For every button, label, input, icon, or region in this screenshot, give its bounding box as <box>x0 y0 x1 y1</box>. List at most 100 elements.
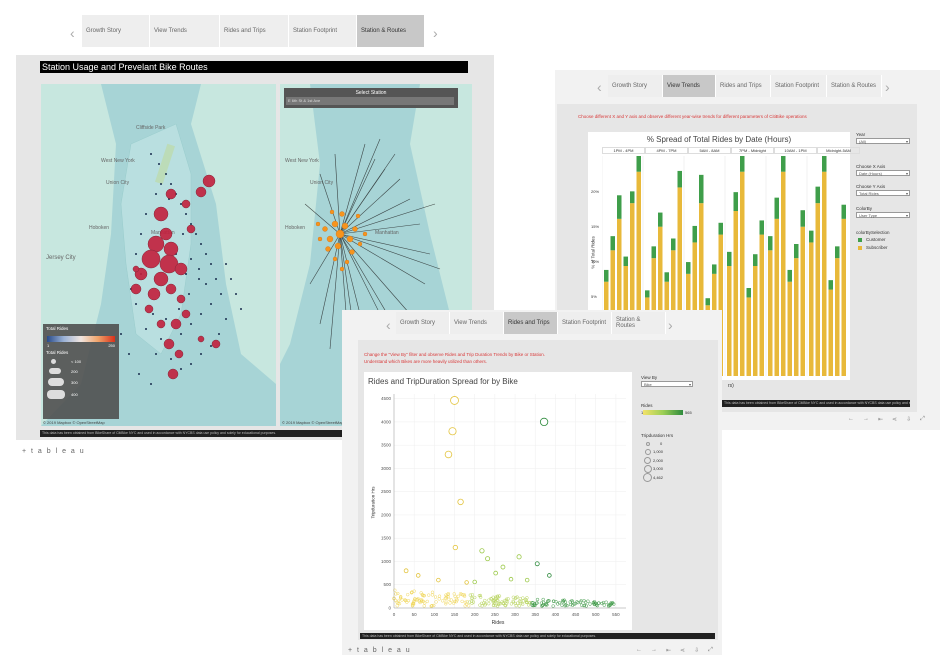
w2-prev-arrow-icon[interactable]: ‹ <box>597 79 602 95</box>
share-icon[interactable]: ⋖ <box>680 648 686 654</box>
scatter-point-bg <box>501 601 505 605</box>
w2-tab-rides-trips[interactable]: Rides and Trips <box>716 75 771 97</box>
download-icon[interactable]: ⇩ <box>906 417 912 423</box>
scatter-point-bg <box>551 604 555 608</box>
scatter-point <box>493 570 498 576</box>
bar-subscriber <box>718 234 723 376</box>
bar-customer <box>774 197 779 219</box>
w1-tab-view-trends[interactable]: View Trends <box>150 15 220 47</box>
colorby-label: ColorBy <box>856 206 873 211</box>
share-icon[interactable]: ⋖ <box>892 417 898 423</box>
w1-tab-rides-trips[interactable]: Rides and Trips <box>220 15 289 47</box>
scatter-point-bg <box>487 602 491 606</box>
legend-max: 250 <box>108 343 115 348</box>
bar-subscriber <box>677 187 682 376</box>
w3-tab-station-footprint[interactable]: Station Footprint <box>558 312 612 334</box>
scatter-point <box>534 561 540 567</box>
bar-customer <box>671 238 676 251</box>
w3-tab-rides-trips[interactable]: Rides and Trips <box>504 312 558 334</box>
route-station-dots <box>315 209 368 272</box>
w3-tab-station-routes[interactable]: Station & Routes <box>612 312 666 334</box>
scatter-point-bg <box>409 591 414 595</box>
bar-subscriber <box>630 203 635 376</box>
redo-icon[interactable]: → <box>863 416 869 422</box>
scatter-point-bg <box>511 595 515 599</box>
svg-text:Hoboken: Hoboken <box>285 225 305 231</box>
scatter-point-bg <box>492 603 496 607</box>
select-station-dropdown[interactable]: E 6th St & 1st Ave <box>286 97 454 105</box>
w2-instruction: Choose different X and Y axis and observ… <box>578 114 807 119</box>
redo-icon[interactable]: → <box>651 647 657 653</box>
bar-subscriber <box>636 171 641 376</box>
w3-next-arrow-icon[interactable]: › <box>668 317 673 333</box>
scatter-point-bg <box>467 600 472 604</box>
x-tick-label: 200 <box>471 612 479 617</box>
w1-tab-station-footprint[interactable]: Station Footprint <box>289 15 357 47</box>
scatter-point-bg <box>570 600 575 604</box>
scatter-point-bg <box>398 595 403 599</box>
w2-next-arrow-icon[interactable]: › <box>885 79 890 95</box>
scatter-point-bg <box>483 602 488 606</box>
next-arrow-icon[interactable]: › <box>433 25 438 41</box>
trip-size-swatch <box>643 473 652 482</box>
x-tick-label: 150 <box>451 612 459 617</box>
view-by-select[interactable]: Bike ▾ <box>641 381 693 387</box>
w1-tab-station-routes[interactable]: Station & Routes <box>357 15 425 47</box>
w3-instruction-line1: Change the "View By" filter and observe … <box>364 352 545 357</box>
scatter-point-bg <box>448 601 452 605</box>
bar-customer <box>658 212 663 227</box>
w2-panel-headers: 1PM - 4PM 4PM - 7PM 5AM - 8AM 7PM - Midn… <box>602 147 860 154</box>
y-tick-label: 3500 <box>381 443 392 448</box>
y-axis-select[interactable]: Total Rides ▾ <box>856 190 910 196</box>
revert-icon[interactable]: ⇤ <box>666 648 672 654</box>
w2-tab-growth-story[interactable]: Growth Story <box>608 75 663 97</box>
trip-size-swatch <box>645 449 651 455</box>
svg-text:West New York: West New York <box>285 158 319 164</box>
undo-icon[interactable]: ← <box>848 416 854 422</box>
select-station-control[interactable]: Select Station E 6th St & 1st Ave <box>284 88 458 108</box>
fullscreen-icon[interactable]: ⤢ <box>920 416 925 422</box>
prev-arrow-icon[interactable]: ‹ <box>70 25 75 41</box>
w3-instruction-line2: Understand which Bikes are more heavily … <box>364 359 488 364</box>
w2-panel-header: 10AM - 1PM <box>774 147 817 154</box>
w2-tab-station-routes[interactable]: Station & Routes <box>827 75 882 97</box>
bar-subscriber <box>768 250 773 376</box>
scatter-point-bg <box>582 603 586 608</box>
w3-tab-growth-story[interactable]: Growth Story <box>396 312 450 334</box>
w3-prev-arrow-icon[interactable]: ‹ <box>386 317 391 333</box>
bar-subscriber <box>794 258 799 376</box>
w2-tabbar: Growth Story View Trends Rides and Trips… <box>608 75 882 97</box>
w3-toolbar: ← → ⇤ ⋖ ⇩ ⤢ <box>636 647 713 654</box>
scatter-point-bg <box>419 599 424 604</box>
revert-icon[interactable]: ⇤ <box>878 417 884 423</box>
scatter-point-bg <box>422 604 426 608</box>
bar-customer <box>781 156 786 172</box>
fullscreen-icon[interactable]: ⤢ <box>708 647 713 653</box>
y-tick-label: 2000 <box>381 512 392 517</box>
colorby-select[interactable]: User Type ▾ <box>856 212 910 218</box>
year-select[interactable]: (All) ▾ <box>856 138 910 144</box>
download-icon[interactable]: ⇩ <box>694 648 700 654</box>
x-axis-select[interactable]: Date (Hours) ▾ <box>856 170 910 176</box>
w3-chart-area[interactable]: Rides and TripDuration Spread for by Bik… <box>364 372 632 630</box>
scatter-point-bg <box>465 600 469 604</box>
w1-tab-growth-story[interactable]: Growth Story <box>82 15 150 47</box>
scatter-point-bg <box>454 600 459 604</box>
bar-subscriber <box>841 218 846 376</box>
x-axis-value: Date (Hours) <box>859 171 882 176</box>
subscriber-legend-label: Subscriber <box>866 245 888 250</box>
undo-icon[interactable]: ← <box>636 647 642 653</box>
scatter-point <box>403 568 409 574</box>
scatter-point-bg <box>593 601 597 605</box>
map-station-usage[interactable]: Cliffside Park West New York Union City … <box>41 84 276 426</box>
scatter-point <box>415 573 421 578</box>
w2-tab-station-footprint[interactable]: Station Footprint <box>771 75 827 97</box>
bar-subscriber <box>787 281 792 376</box>
bar-customer <box>835 246 840 259</box>
rides-color-ramp <box>643 410 683 415</box>
w2-tab-view-trends[interactable]: View Trends <box>663 75 716 97</box>
scatter-point-bg <box>540 604 544 608</box>
scatter-point-bg <box>514 604 518 608</box>
w3-tab-view-trends[interactable]: View Trends <box>450 312 504 334</box>
bar-subscriber <box>774 218 779 376</box>
